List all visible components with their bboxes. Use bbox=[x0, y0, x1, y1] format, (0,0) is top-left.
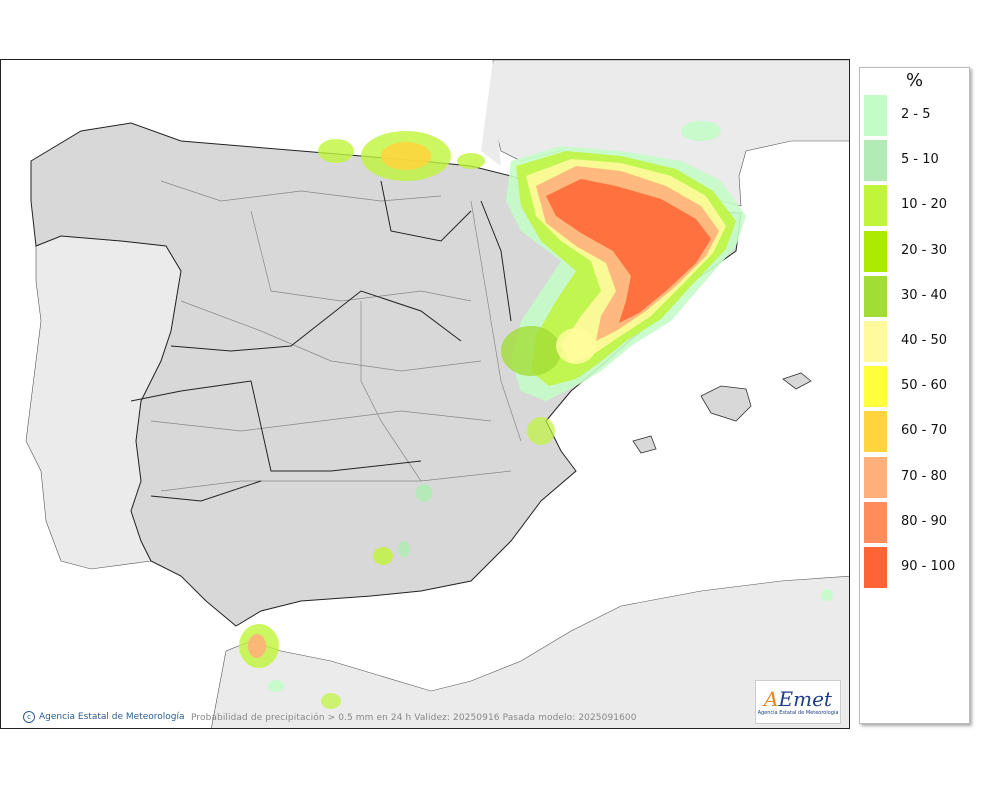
legend-item: 2 - 5 bbox=[864, 95, 964, 136]
france-coast bbox=[481, 60, 501, 166]
legend-label: 70 - 80 bbox=[901, 468, 948, 484]
legend-label: 10 - 20 bbox=[901, 197, 948, 213]
legend-item: 80 - 90 bbox=[864, 501, 964, 543]
legend: % 2 - 5 5 - 10 10 - 20 20 - 30 30 - 40 40 - 5… bbox=[859, 67, 970, 724]
legend-swatch bbox=[864, 140, 887, 182]
legend-label: 40 - 50 bbox=[901, 333, 948, 348]
agency-credit: c Agencia Estatal de Meteorología bbox=[23, 711, 185, 723]
map-canvas bbox=[1, 60, 849, 728]
legend-item: 50 - 60 bbox=[864, 366, 964, 408]
legend-swatch bbox=[864, 547, 887, 588]
legend-item: 30 - 40 bbox=[864, 275, 964, 317]
ibiza bbox=[632, 435, 657, 454]
precipitation-overlay bbox=[239, 121, 833, 709]
legend-item: 70 - 80 bbox=[864, 456, 964, 498]
legend-swatch bbox=[864, 321, 887, 362]
legend-item: 5 - 10 bbox=[864, 140, 964, 182]
mallorca bbox=[700, 385, 752, 422]
legend-item: 90 - 100 bbox=[864, 547, 964, 588]
legend-item: 40 - 50 bbox=[864, 321, 964, 362]
legend-label: 20 - 30 bbox=[901, 242, 948, 258]
legend-label: 30 - 40 bbox=[901, 287, 948, 303]
aemet-logo: AEmet Agencia Estatal de Meteorología bbox=[755, 680, 841, 724]
legend-swatch bbox=[864, 411, 887, 453]
copyright-icon: c bbox=[23, 711, 35, 723]
legend-swatch bbox=[864, 366, 887, 408]
menorca bbox=[782, 372, 812, 390]
legend-swatch bbox=[864, 95, 887, 136]
legend-label: 2 - 5 bbox=[901, 107, 931, 122]
legend-label: 80 - 90 bbox=[901, 513, 948, 529]
legend-swatch bbox=[864, 501, 887, 543]
legend-label: 60 - 70 bbox=[901, 423, 948, 439]
legend-swatch bbox=[864, 275, 887, 317]
agency-credit-text: Agencia Estatal de Meteorología bbox=[39, 712, 185, 722]
precipitation-probability-map: c Agencia Estatal de Meteorología Probab… bbox=[0, 59, 850, 729]
legend-label: 90 - 100 bbox=[901, 559, 956, 574]
legend-item: 10 - 20 bbox=[864, 185, 964, 227]
legend-label: 5 - 10 bbox=[901, 152, 939, 168]
region-borders bbox=[150, 180, 592, 492]
logo-word: AEmet bbox=[764, 687, 832, 711]
legend-swatch bbox=[864, 456, 887, 498]
map-caption: Probabilidad de precipitación > 0.5 mm e… bbox=[191, 713, 637, 723]
legend-label: 50 - 60 bbox=[901, 378, 948, 394]
autonomy-borders bbox=[130, 180, 512, 502]
legend-swatch bbox=[864, 185, 887, 227]
legend-item: 60 - 70 bbox=[864, 411, 964, 453]
legend-item: 20 - 30 bbox=[864, 230, 964, 272]
legend-title: % bbox=[905, 70, 924, 91]
legend-swatch bbox=[864, 230, 887, 272]
logo-subtitle: Agencia Estatal de Meteorología bbox=[757, 710, 839, 716]
